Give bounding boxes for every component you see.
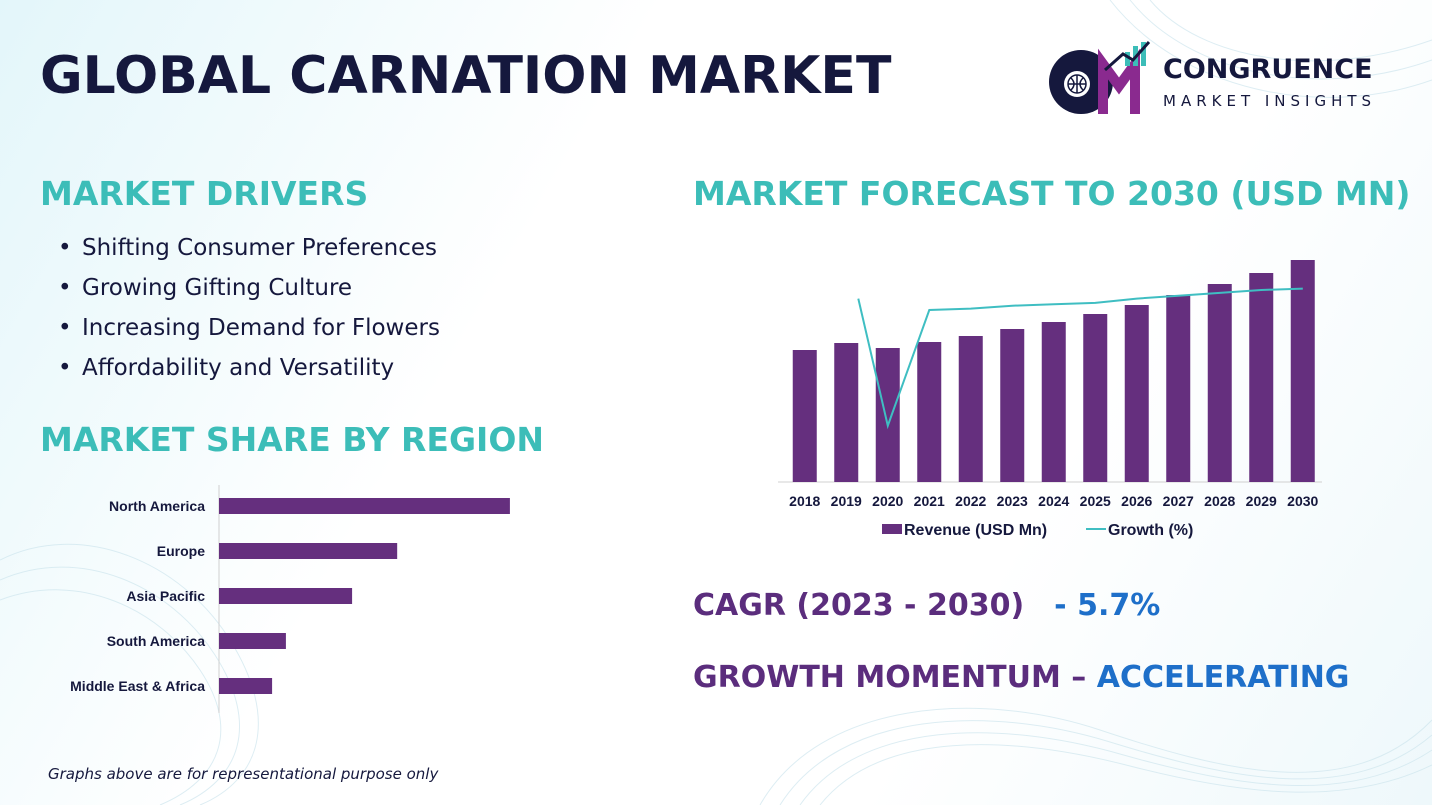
driver-item-text: Growing Gifting Culture xyxy=(82,275,353,301)
logo-tagline: MARKET INSIGHTS xyxy=(1163,92,1377,110)
driver-item-text: Increasing Demand for Flowers xyxy=(82,315,440,341)
year-tick-label: 2021 xyxy=(914,493,945,509)
revenue-bar xyxy=(1000,329,1025,482)
year-tick-label: 2023 xyxy=(997,493,1028,509)
revenue-bar xyxy=(958,336,983,482)
revenue-bar xyxy=(1041,322,1066,482)
momentum-value: ACCELERATING xyxy=(1096,660,1350,695)
region-category-label: North America xyxy=(109,498,205,514)
region-bar xyxy=(219,678,273,694)
bullet-icon: • xyxy=(58,315,72,341)
revenue-bar xyxy=(1124,305,1149,482)
logo-name: CONGRUENCE xyxy=(1163,54,1373,85)
market-share-region-title: MARKET SHARE BY REGION xyxy=(40,420,544,459)
year-tick-label: 2026 xyxy=(1121,493,1152,509)
year-tick-label: 2020 xyxy=(872,493,903,509)
market-drivers-title: MARKET DRIVERS xyxy=(40,174,369,213)
driver-item-text: Shifting Consumer Preferences xyxy=(82,235,438,261)
region-share-chart: North America Europe Asia Pacific South Ame… xyxy=(70,485,510,713)
driver-item: • Increasing Demand for Flowers xyxy=(58,308,440,348)
growth-line xyxy=(857,287,1303,430)
driver-item: • Growing Gifting Culture xyxy=(58,268,440,308)
region-category-label: Middle East & Africa xyxy=(70,678,205,694)
revenue-bar xyxy=(792,350,817,482)
growth-momentum-stat: GROWTH MOMENTUM – ACCELERATING xyxy=(693,660,1349,695)
driver-item-text: Affordability and Versatility xyxy=(82,355,395,381)
region-category-label: Europe xyxy=(157,543,205,559)
revenue-bar xyxy=(1166,295,1191,482)
year-tick-label: 2027 xyxy=(1163,493,1194,509)
footnote: Graphs above are for representational pu… xyxy=(48,765,439,783)
legend-growth-label: Growth (%) xyxy=(1108,522,1193,539)
page-title: GLOBAL CARNATION MARKET xyxy=(40,46,892,106)
bullet-icon: • xyxy=(58,275,72,301)
region-bar xyxy=(219,633,286,649)
region-bar xyxy=(219,588,353,604)
logo-mark-icon xyxy=(1049,41,1151,114)
driver-item: • Affordability and Versatility xyxy=(58,348,440,388)
legend-revenue-label: Revenue (USD Mn) xyxy=(904,522,1047,539)
revenue-bar xyxy=(1290,260,1315,482)
revenue-bar xyxy=(834,343,859,482)
brand-logo: CONGRUENCE MARKET INSIGHTS xyxy=(1045,40,1405,120)
revenue-bar xyxy=(875,348,900,482)
cagr-value: - 5.7% xyxy=(1054,588,1161,623)
bullet-icon: • xyxy=(58,355,72,381)
region-bar xyxy=(219,543,398,559)
cagr-label: CAGR (2023 - 2030) xyxy=(693,588,1025,623)
bullet-icon: • xyxy=(58,235,72,261)
revenue-bar xyxy=(1207,284,1232,482)
year-tick-label: 2019 xyxy=(831,493,862,509)
revenue-bar xyxy=(1249,273,1274,482)
year-tick-label: 2029 xyxy=(1246,493,1277,509)
driver-item: • Shifting Consumer Preferences xyxy=(58,228,440,268)
year-tick-label: 2030 xyxy=(1287,493,1318,509)
year-tick-label: 2018 xyxy=(789,493,820,509)
region-category-label: Asia Pacific xyxy=(126,588,205,604)
region-bar xyxy=(219,498,510,514)
revenue-bar xyxy=(917,342,942,482)
year-tick-label: 2024 xyxy=(1038,493,1069,509)
region-category-label: South America xyxy=(107,633,205,649)
momentum-label: GROWTH MOMENTUM – xyxy=(693,660,1087,695)
drivers-list: • Shifting Consumer Preferences • Growing … xyxy=(58,228,440,388)
market-forecast-title: MARKET FORECAST TO 2030 (USD MN) xyxy=(693,174,1411,213)
cagr-stat: CAGR (2023 - 2030) - 5.7% xyxy=(693,588,1160,623)
year-tick-label: 2022 xyxy=(955,493,986,509)
year-tick-label: 2028 xyxy=(1204,493,1235,509)
forecast-chart: 2018 2019 2020 2021 2022 2023 2024 2025 2026 2027… xyxy=(778,260,1322,539)
legend-revenue-swatch xyxy=(882,524,902,534)
year-tick-label: 2025 xyxy=(1080,493,1111,509)
revenue-bar xyxy=(1083,314,1108,482)
